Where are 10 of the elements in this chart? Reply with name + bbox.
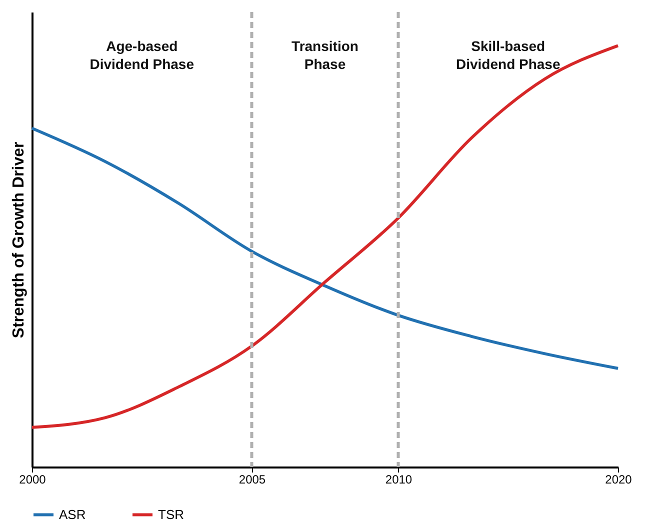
- x-tick-label: 2010: [385, 472, 412, 486]
- legend-label: ASR: [59, 506, 86, 522]
- annotation: Skill-based Dividend Phase: [456, 38, 560, 72]
- x-tick-label: 2005: [238, 472, 266, 486]
- annotation: Transition Phase: [292, 38, 358, 72]
- x-tick-label: 2020: [605, 472, 632, 486]
- legend-label: TSR: [158, 506, 184, 522]
- x-tick-label: 2000: [19, 472, 46, 486]
- annotation: Age-based Dividend Phase: [90, 38, 194, 72]
- y-axis-title: Strength of Growth Driver: [10, 142, 28, 338]
